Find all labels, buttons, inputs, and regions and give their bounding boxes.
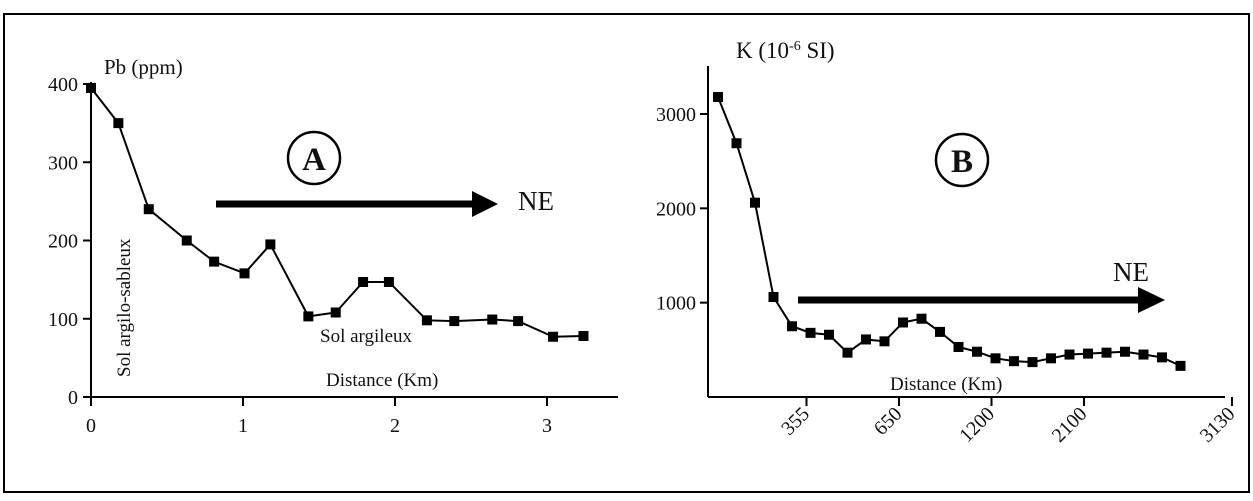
chart-a-data-point xyxy=(181,235,192,246)
chart-a-data-point xyxy=(303,311,314,322)
chart-b-data-point xyxy=(1027,357,1038,368)
chart-a-data-point xyxy=(421,315,432,326)
chart-a-x-tick-label: 3 xyxy=(542,415,552,437)
chart-b-data-point xyxy=(1009,356,1019,367)
chart-b-x-tick-label: 650 xyxy=(870,403,907,440)
chart-b-data-point xyxy=(972,346,982,357)
chart-b-data-point xyxy=(879,336,890,347)
chart-a: 0 100 200 300 400 0 1 2 3 Pb (ppm) Distance (Km… xyxy=(48,55,618,437)
chart-a-data-point xyxy=(239,268,250,279)
chart-b-y-axis-label-superscript: -6 xyxy=(789,39,801,54)
chart-a-x-tick-label: 0 xyxy=(86,415,96,437)
chart-a-x-tick-label: 2 xyxy=(390,415,400,437)
chart-b-data-point xyxy=(1175,360,1186,371)
chart-b-data-point xyxy=(1157,352,1167,363)
chart-b-x-tick-label: 3130 xyxy=(1196,403,1240,447)
chart-a-direction-arrow-head xyxy=(472,191,498,217)
chart-b-direction-label: NE xyxy=(1113,257,1149,287)
chart-a-data-point xyxy=(487,314,498,325)
chart-b-x-tick-label: 2100 xyxy=(1048,403,1092,447)
chart-a-data-point xyxy=(143,204,154,215)
chart-b-data-point xyxy=(1046,353,1056,364)
chart-b: 1000 2000 3000 355 650 1200 2100 3130 K (10-6 … xyxy=(656,38,1240,447)
chart-a-x-axis-label: Distance (Km) xyxy=(326,370,438,391)
chart-a-y-tick-label: 0 xyxy=(68,387,78,409)
figure-border xyxy=(3,13,1250,493)
chart-b-data-point xyxy=(1064,349,1075,360)
chart-b-y-ticks: 1000 2000 3000 xyxy=(656,104,708,315)
chart-b-y-tick-label: 2000 xyxy=(656,198,696,220)
chart-b-x-tick-label: 355 xyxy=(777,403,814,440)
chart-b-y-axis-label-base: K (10 xyxy=(736,38,789,63)
chart-a-data-point xyxy=(383,276,394,287)
chart-b-data-point xyxy=(898,317,908,328)
annotation-sol-argilo-sableux: Sol argilo-sableux xyxy=(114,238,135,377)
chart-b-points xyxy=(713,92,1186,371)
chart-b-x-tick-label: 1200 xyxy=(955,403,999,447)
chart-b-data-point xyxy=(935,326,945,337)
chart-a-data-point xyxy=(209,256,220,267)
chart-b-data-point xyxy=(1138,349,1149,360)
chart-a-y-axis-label: Pb (ppm) xyxy=(104,55,183,79)
chart-a-y-tick-label: 400 xyxy=(48,74,78,96)
chart-b-direction-arrow-head xyxy=(1138,287,1165,313)
chart-b-y-axis-label-tail: SI) xyxy=(801,38,835,63)
chart-b-data-point xyxy=(768,292,779,303)
chart-b-x-axis-label: Distance (Km) xyxy=(890,374,1002,395)
chart-a-data-point xyxy=(578,330,589,341)
chart-a-data-point xyxy=(330,307,341,318)
chart-a-series-line xyxy=(90,87,584,338)
chart-b-data-point xyxy=(1120,346,1130,357)
chart-a-y-tick-label: 200 xyxy=(48,231,78,253)
chart-a-direction-label: NE xyxy=(518,186,554,216)
annotation-sol-argileux: Sol argileux xyxy=(320,326,413,347)
chart-b-data-point xyxy=(1083,348,1093,359)
chart-b-data-point xyxy=(1101,347,1112,358)
chart-b-data-point xyxy=(990,353,1001,364)
chart-b-data-point xyxy=(750,197,760,208)
chart-a-data-point xyxy=(449,316,460,327)
chart-b-data-point xyxy=(713,92,723,103)
chart-b-y-axis-label: K (10-6 SI) xyxy=(736,38,835,63)
chart-b-data-point xyxy=(842,347,853,358)
chart-b-data-point xyxy=(953,342,964,353)
chart-a-y-tick-label: 100 xyxy=(48,309,78,331)
chart-a-data-point xyxy=(265,239,276,250)
chart-a-data-point xyxy=(548,331,559,342)
chart-a-data-point xyxy=(358,276,369,287)
chart-b-data-point xyxy=(805,327,816,338)
chart-a-y-tick-label: 300 xyxy=(48,152,78,174)
chart-b-data-point xyxy=(787,321,797,332)
chart-b-y-tick-label: 1000 xyxy=(656,293,696,315)
chart-b-y-tick-label: 3000 xyxy=(656,104,696,126)
chart-b-x-ticks: 355 650 1200 2100 3130 xyxy=(777,397,1240,447)
chart-b-data-point xyxy=(824,329,834,340)
chart-b-data-point xyxy=(916,313,927,324)
chart-b-data-point xyxy=(861,334,871,345)
chart-a-data-point xyxy=(513,316,524,327)
chart-a-data-point xyxy=(113,118,124,129)
chart-b-data-point xyxy=(731,138,742,149)
chart-a-y-ticks: 0 100 200 300 400 xyxy=(48,74,91,409)
chart-a-x-tick-label: 1 xyxy=(238,415,248,437)
chart-a-panel-badge xyxy=(286,130,342,186)
chart-a-data-point xyxy=(86,82,96,93)
chart-b-panel-badge xyxy=(934,132,990,188)
chart-a-panel-label: A xyxy=(302,142,326,178)
chart-a-points xyxy=(86,82,589,342)
chart-b-panel-label: B xyxy=(951,144,973,180)
chart-a-x-ticks: 0 1 2 3 xyxy=(86,397,552,437)
